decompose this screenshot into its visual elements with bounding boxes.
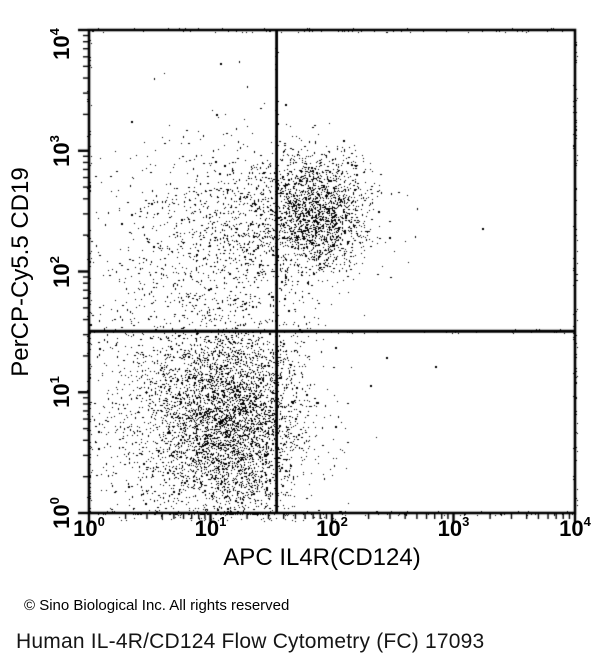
y-tick-label-1e4: 104 (46, 28, 74, 60)
y-tick-label-1e2: 102 (46, 255, 74, 288)
x-tick-label-1e0: 100 (73, 513, 105, 541)
y-axis-title: PerCP-Cy5.5 CD19 (7, 167, 34, 377)
x-axis-title: APC IL4R(CD124) (223, 544, 421, 571)
copyright-text: © Sino Biological Inc. All rights reserv… (24, 597, 290, 614)
x-tick-label-1e2: 102 (316, 513, 348, 541)
x-tick-label-1e3: 103 (437, 513, 470, 541)
x-tick-label-1e4: 104 (559, 513, 591, 541)
figure-caption: Human IL-4R/CD124 Flow Cytometry (FC) 17… (16, 630, 485, 653)
scatter-plot-canvas (0, 0, 603, 560)
x-tick-label-1e1: 101 (194, 513, 227, 541)
y-tick-label-1e0: 100 (46, 497, 74, 529)
y-tick-label-1e1: 101 (46, 376, 74, 409)
y-tick-label-1e3: 103 (46, 134, 74, 167)
